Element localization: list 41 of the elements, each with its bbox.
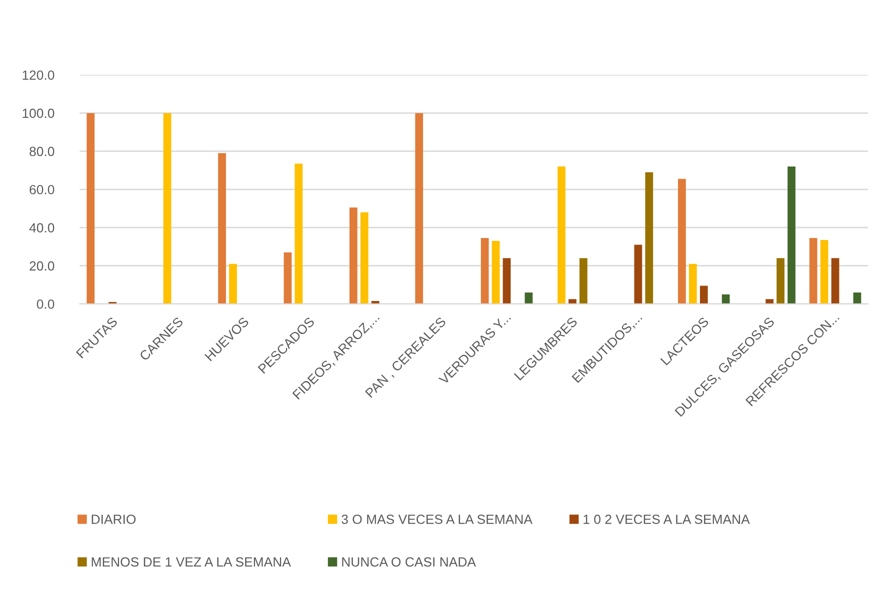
bar xyxy=(688,264,697,304)
legend-label: 3 O MAS VECES A LA SEMANA xyxy=(342,514,532,524)
bar xyxy=(788,166,796,304)
bar xyxy=(568,299,576,304)
y-tick-label: 80.0 xyxy=(30,146,54,156)
legend-label: 1 0 2 VECES A LA SEMANA xyxy=(584,514,750,524)
y-tick-label: 40.0 xyxy=(29,223,54,232)
bar xyxy=(360,212,368,304)
legend-label: MENOS DE 1 VEZ A LA SEMANA xyxy=(92,557,291,567)
y-tick-label: 20.0 xyxy=(30,261,54,271)
bar xyxy=(524,292,533,304)
bar xyxy=(722,294,730,304)
bar xyxy=(502,258,511,304)
bar xyxy=(853,292,862,304)
legend-label: NUNCA O CASI NADA xyxy=(342,557,476,567)
bar xyxy=(700,286,708,304)
bar xyxy=(284,252,292,304)
bar xyxy=(579,258,588,304)
bar xyxy=(634,244,642,304)
bar xyxy=(480,238,489,304)
bar xyxy=(229,264,237,304)
bar xyxy=(163,113,172,304)
bar xyxy=(415,113,424,304)
bar xyxy=(294,164,303,304)
bar xyxy=(766,299,774,304)
bar xyxy=(86,113,95,304)
bar xyxy=(831,258,840,304)
bar xyxy=(678,178,686,304)
bar xyxy=(492,240,500,304)
bar xyxy=(558,166,566,304)
y-tick-label: 0.0 xyxy=(36,299,54,309)
bar xyxy=(218,153,226,304)
y-tick-label: 100.0 xyxy=(22,108,54,118)
bar xyxy=(349,208,358,304)
bar xyxy=(776,258,784,304)
y-tick-label: 120.0 xyxy=(22,70,54,80)
bar xyxy=(809,238,818,304)
legend-label: DIARIO xyxy=(92,514,136,524)
bar xyxy=(645,172,654,304)
y-tick-label: 60.0 xyxy=(30,184,54,194)
bar xyxy=(820,240,828,304)
